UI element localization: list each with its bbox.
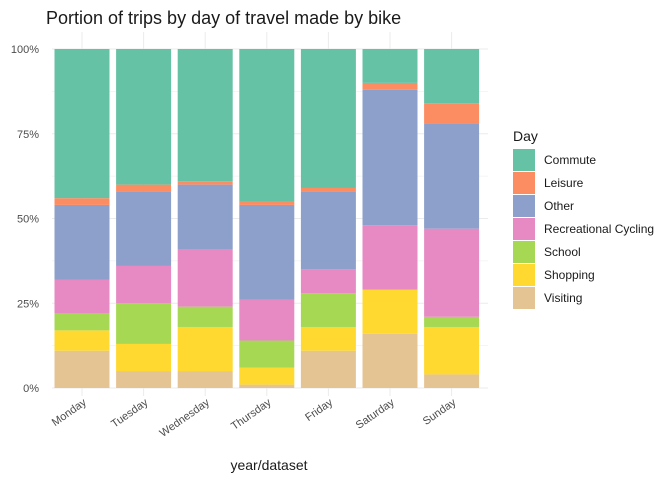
bar-segment-school <box>177 306 233 327</box>
bar-segment-commute <box>177 49 233 182</box>
bar-segment-school <box>239 340 295 368</box>
bar-segment-recreational-cycling <box>177 249 233 307</box>
bar-segment-visiting <box>116 371 172 388</box>
bar-segment-recreational-cycling <box>300 269 356 294</box>
bar-segment-shopping <box>116 343 172 372</box>
bar-segment-school <box>116 303 172 344</box>
bar-segment-commute <box>54 49 110 199</box>
y-tick-label: 25% <box>17 298 39 310</box>
legend-label: Shopping <box>544 268 595 282</box>
x-tick-label: Saturday <box>354 396 397 431</box>
bar-segment-other <box>424 123 480 229</box>
bar-segment-shopping <box>362 289 418 334</box>
legend-swatch <box>513 287 535 309</box>
bar-segment-leisure <box>116 184 172 192</box>
x-axis-ticks: Monday Tuesday Wednesday Thursday Friday Satu… <box>50 396 459 439</box>
bar-segment-other <box>116 191 172 266</box>
legend-swatch <box>513 195 535 217</box>
legend-title: Day <box>513 128 538 144</box>
y-tick-label: 50% <box>17 214 39 226</box>
bar-segment-leisure <box>54 198 110 205</box>
bar-segment-recreational-cycling <box>116 265 172 304</box>
bar-segment-school <box>300 293 356 327</box>
bar-segment-visiting <box>362 333 418 388</box>
bar-segment-leisure <box>362 82 418 90</box>
bar-segment-leisure <box>300 187 356 192</box>
bar-segment-other <box>177 184 233 250</box>
bar-segment-visiting <box>177 371 233 388</box>
bar-segment-recreational-cycling <box>239 299 295 341</box>
legend-swatch <box>513 264 535 286</box>
bar-segment-commute <box>424 49 480 104</box>
bar-segment-visiting <box>424 374 480 388</box>
legend-label: School <box>544 245 581 259</box>
legend-swatch <box>513 218 535 240</box>
legend-swatch <box>513 241 535 263</box>
bar-segment-recreational-cycling <box>362 225 418 290</box>
y-tick-label: 75% <box>17 129 39 141</box>
x-axis-title: year/dataset <box>230 457 307 473</box>
bars <box>54 49 480 388</box>
bar-segment-other <box>239 204 295 300</box>
bar-segment-leisure <box>177 181 233 185</box>
x-tick-label: Friday <box>303 396 335 424</box>
bar-segment-shopping <box>300 326 356 351</box>
x-tick-label: Tuesday <box>109 396 151 430</box>
x-tick-label: Monday <box>50 396 89 429</box>
y-axis-ticks: 0% 25% 50% 75% 100% <box>11 44 39 395</box>
bar-segment-leisure <box>239 201 295 205</box>
legend: Commute Leisure Other Recreational Cycling S… <box>513 149 654 309</box>
bar-segment-shopping <box>424 326 480 375</box>
bar-segment-school <box>54 313 110 331</box>
bar-segment-visiting <box>300 350 356 388</box>
bar-segment-recreational-cycling <box>424 228 480 317</box>
bar-segment-shopping <box>177 326 233 372</box>
bar-segment-visiting <box>239 384 295 388</box>
y-tick-label: 100% <box>11 44 39 56</box>
bar-segment-commute <box>239 49 295 202</box>
legend-label: Leisure <box>544 176 584 190</box>
legend-label: Commute <box>544 153 596 167</box>
legend-label: Other <box>544 199 574 213</box>
bar-segment-other <box>54 204 110 280</box>
bar-segment-commute <box>362 49 418 83</box>
x-tick-label: Wednesday <box>158 396 213 439</box>
bar-segment-recreational-cycling <box>54 279 110 314</box>
bar-segment-school <box>424 316 480 327</box>
legend-label: Visiting <box>544 291 582 305</box>
bar-segment-shopping <box>54 330 110 351</box>
legend-swatch <box>513 149 535 171</box>
legend-label: Recreational Cycling <box>544 222 654 236</box>
bar-segment-visiting <box>54 350 110 388</box>
legend-swatch <box>513 172 535 194</box>
bar-segment-shopping <box>239 367 295 385</box>
bar-segment-commute <box>300 49 356 188</box>
chart-title: Portion of trips by day of travel made b… <box>46 8 401 28</box>
y-tick-label: 0% <box>23 383 39 395</box>
bar-segment-other <box>300 191 356 270</box>
bar-segment-commute <box>116 49 172 185</box>
x-tick-label: Sunday <box>421 396 459 428</box>
x-tick-label: Thursday <box>229 396 274 432</box>
bar-segment-other <box>362 89 418 226</box>
bar-segment-leisure <box>424 103 480 124</box>
